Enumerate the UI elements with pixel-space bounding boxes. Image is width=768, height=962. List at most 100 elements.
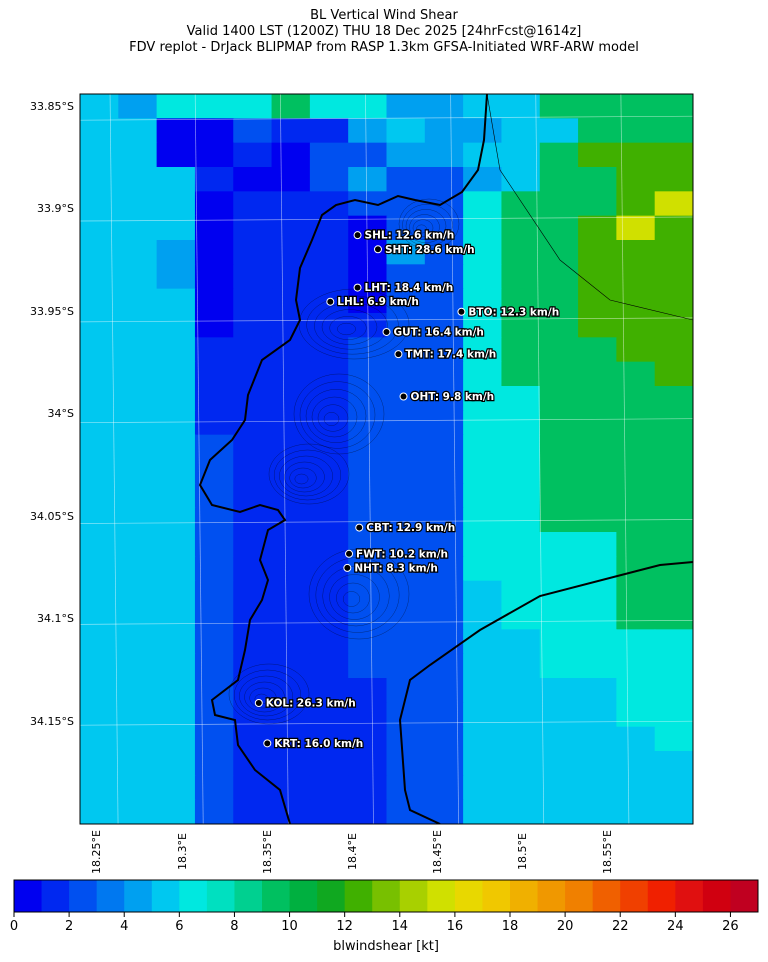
colorbar-swatch [206, 880, 235, 912]
shear-cell [156, 94, 196, 119]
station-marker-krt [263, 739, 272, 748]
shear-cell [80, 118, 119, 144]
shear-cell [386, 629, 426, 655]
contour-line [293, 373, 385, 455]
shear-cell [463, 459, 503, 484]
station-label-tmt: TMT: 17.4 km/h [405, 349, 496, 361]
shear-cell [539, 313, 579, 338]
shear-cell [118, 775, 158, 801]
shear-cell [501, 775, 541, 801]
shear-cell [271, 629, 311, 655]
shear-cell [616, 775, 656, 801]
shear-cell [616, 532, 656, 557]
shear-cell [654, 629, 693, 655]
shear-cell [156, 264, 196, 290]
shear-cell [501, 629, 541, 655]
station-marker-cbt [355, 523, 364, 532]
shear-cell [80, 386, 119, 411]
shear-cell [578, 118, 617, 144]
shear-cell [194, 337, 234, 363]
shear-cell [616, 483, 656, 509]
shear-cell [539, 264, 579, 290]
shear-cell [271, 678, 311, 703]
shear-cell [654, 799, 693, 824]
contour-line [336, 582, 370, 614]
shear-cell [156, 337, 196, 363]
shear-cell [194, 532, 234, 557]
colorbar-swatch [454, 880, 483, 912]
shear-cell [271, 264, 311, 290]
shear-cell [348, 799, 388, 824]
shear-cell [578, 726, 617, 752]
shear-cell [194, 191, 234, 217]
shear-cell [233, 410, 273, 436]
shear-cell [80, 191, 119, 217]
meridian-line [279, 94, 289, 824]
colorbar-swatch [14, 880, 43, 912]
shear-cell [501, 556, 541, 582]
shear-cell [501, 580, 541, 606]
shear-cell [118, 142, 158, 168]
shear-cell [80, 240, 119, 265]
shear-cell [424, 580, 464, 606]
shear-cell [424, 629, 464, 655]
shear-cell [348, 118, 388, 144]
shear-cell [539, 215, 579, 241]
parallel-line [80, 115, 693, 121]
shear-cell [194, 556, 234, 582]
shear-cell [386, 118, 426, 144]
shear-cell [501, 288, 541, 314]
shear-cell [654, 118, 693, 144]
shear-cell [386, 264, 426, 290]
shear-cell [271, 337, 311, 363]
shear-cell [463, 702, 503, 728]
shear-cell [501, 313, 541, 338]
shear-cell [616, 313, 656, 338]
shear-cell [654, 702, 693, 728]
shear-cell [463, 361, 503, 387]
shear-cell [654, 264, 693, 290]
shear-cell [424, 483, 464, 509]
shear-cell [463, 483, 503, 509]
shear-cell [156, 434, 196, 460]
shear-cell [654, 507, 693, 533]
colorbar-tick-label: 4 [120, 919, 128, 934]
shear-cell [233, 434, 273, 460]
colorbar-swatch [262, 880, 291, 912]
contour-line [305, 389, 367, 443]
shear-cell [309, 94, 349, 119]
shear-cell [118, 264, 158, 290]
contour-line [279, 455, 333, 497]
shear-cell [424, 386, 464, 411]
shear-cell [539, 702, 579, 728]
shear-cell [80, 215, 119, 241]
shear-cell [233, 605, 273, 630]
shear-cell [233, 556, 273, 582]
shear-cell [463, 118, 503, 144]
shear-cell [616, 678, 656, 703]
shear-cell [156, 532, 196, 557]
shear-cell [118, 726, 158, 752]
shear-cell [501, 167, 541, 192]
coastline [198, 94, 693, 824]
colorbar-swatch [179, 880, 208, 912]
terrain-contours [228, 198, 460, 725]
shear-cell [463, 215, 503, 241]
shear-cell [578, 653, 617, 679]
meridian-line [535, 94, 545, 824]
shear-cell [386, 167, 426, 192]
shear-cell [616, 799, 656, 824]
lon-label-1845: 18.45°E [431, 830, 444, 874]
shear-cell [194, 751, 234, 776]
shear-cell [463, 653, 503, 679]
shear-cell [386, 702, 426, 728]
shear-cell [539, 459, 579, 484]
shear-cell [501, 751, 541, 776]
shear-cell [616, 556, 656, 582]
shear-cell [118, 678, 158, 703]
station-label-kol: KOL: 26.3 km/h [266, 698, 356, 710]
shear-cell [309, 142, 349, 168]
shear-cell [654, 580, 693, 606]
shear-cell [578, 605, 617, 630]
